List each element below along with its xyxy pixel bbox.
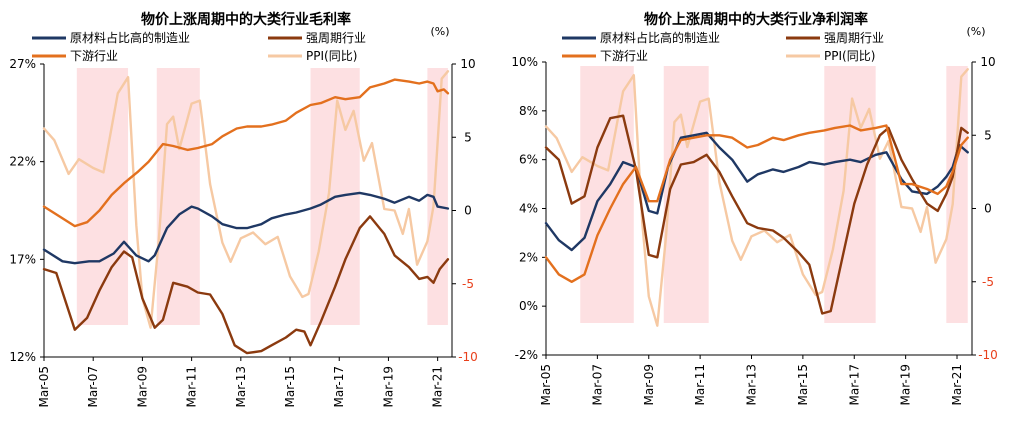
x-tick-label: Mar-17 bbox=[332, 366, 346, 407]
series-line bbox=[42, 70, 450, 329]
x-ticks: Mar-05 Mar-07 Mar-09 Mar-11 Mar-13 Mar-15 Mar-… bbox=[539, 355, 964, 405]
x-tick-label: Mar-05 bbox=[37, 366, 51, 407]
right-y-ticks: -10 -5 0 5 10 bbox=[452, 57, 478, 364]
left-y-tick-label: 6% bbox=[519, 153, 538, 167]
shaded-period bbox=[427, 68, 448, 325]
right-y-tick-label: -5 bbox=[462, 277, 474, 291]
left-y-tick-label: 12% bbox=[9, 350, 36, 364]
left-y-tick-label: 2% bbox=[519, 250, 538, 264]
left-y-ticks: -2% 0% 2% 4% 6% 8% 10% bbox=[511, 55, 546, 362]
right-y-tick-label: -10 bbox=[458, 350, 478, 364]
left-y-tick-label: 8% bbox=[519, 104, 538, 118]
x-tick-label: Mar-21 bbox=[431, 366, 445, 407]
series-line bbox=[544, 124, 969, 283]
right-y-tick-label: 10 bbox=[980, 55, 995, 69]
legend-label: 原材料占比高的制造业 bbox=[70, 30, 190, 45]
right-y-tick-label: -5 bbox=[982, 275, 994, 289]
x-tick-label: Mar-15 bbox=[283, 366, 297, 407]
shaded-period bbox=[76, 68, 129, 325]
left-y-tick-label: 27% bbox=[9, 57, 36, 71]
legend-label: PPI(同比) bbox=[824, 49, 875, 63]
series-line bbox=[544, 131, 969, 252]
right-y-tick-label: -10 bbox=[978, 348, 998, 362]
net-margin-chart-panel: 物价上涨周期中的大类行业净利润率 (%) 原材料占比高的制造业 强周期行业下游行业 PP… bbox=[511, 0, 1024, 420]
left-y-tick-label: 17% bbox=[9, 252, 36, 266]
x-tick-label: Mar-21 bbox=[950, 364, 964, 405]
right-y-tick-label: 0 bbox=[984, 202, 992, 216]
left-y-tick-label: 4% bbox=[519, 202, 538, 216]
series-line bbox=[544, 68, 969, 327]
x-tick-label: Mar-09 bbox=[135, 366, 149, 407]
series-lines bbox=[544, 68, 969, 327]
right-y-tick-label: 0 bbox=[464, 204, 472, 218]
series-line bbox=[42, 191, 450, 265]
right-y-ticks: -10 -5 0 5 10 bbox=[972, 55, 998, 362]
right-y-tick-label: 10 bbox=[460, 57, 475, 71]
shaded-period bbox=[663, 66, 709, 323]
legend-label: 原材料占比高的制造业 bbox=[600, 30, 720, 45]
gross-margin-chart-panel: 物价上涨周期中的大类行业毛利率 (%) 原材料占比高的制造业 强周期行业下游行业 PPI… bbox=[0, 0, 512, 420]
legend-label: 下游行业 bbox=[600, 49, 648, 63]
legend-label: 下游行业 bbox=[70, 49, 118, 63]
chart-title: 物价上涨周期中的大类行业毛利率 bbox=[141, 11, 351, 28]
left-y-tick-label: 10% bbox=[512, 55, 538, 69]
legend-label: 强周期行业 bbox=[306, 31, 366, 45]
x-tick-label: Mar-19 bbox=[381, 366, 395, 407]
x-tick-label: Mar-13 bbox=[234, 366, 248, 407]
left-y-tick-label: -2% bbox=[515, 348, 538, 362]
x-tick-label: Mar-11 bbox=[185, 366, 199, 407]
x-ticks: Mar-05 Mar-07 Mar-09 Mar-11 Mar-13 Mar-15 Mar-… bbox=[37, 357, 445, 407]
shaded-period bbox=[156, 68, 200, 325]
x-tick-label: Mar-05 bbox=[539, 364, 553, 405]
shaded-period bbox=[946, 66, 968, 323]
chart-title: 物价上涨周期中的大类行业净利润率 bbox=[644, 11, 868, 28]
series-line bbox=[42, 215, 450, 355]
shaded-period bbox=[824, 66, 876, 323]
x-tick-label: Mar-11 bbox=[693, 364, 707, 405]
right-axis-unit: (%) bbox=[430, 25, 449, 38]
series-line bbox=[42, 78, 450, 228]
right-axis-unit: (%) bbox=[966, 25, 985, 38]
legend-label: 强周期行业 bbox=[824, 31, 884, 45]
x-tick-label: Mar-15 bbox=[796, 364, 810, 405]
x-tick-label: Mar-09 bbox=[642, 364, 656, 405]
right-y-tick-label: 5 bbox=[464, 130, 472, 144]
right-y-tick-label: 5 bbox=[984, 128, 992, 142]
left-y-tick-label: 0% bbox=[519, 299, 538, 313]
legend-label: PPI(同比) bbox=[306, 49, 357, 63]
x-tick-label: Mar-17 bbox=[847, 364, 861, 405]
series-lines bbox=[42, 70, 450, 355]
shaded-periods bbox=[580, 66, 968, 323]
x-tick-label: Mar-07 bbox=[590, 364, 604, 405]
left-y-ticks: 12% 17% 22% 27% bbox=[9, 57, 44, 364]
x-tick-label: Mar-19 bbox=[899, 364, 913, 405]
left-y-tick-label: 22% bbox=[9, 155, 36, 169]
x-tick-label: Mar-07 bbox=[86, 366, 100, 407]
shaded-period bbox=[580, 66, 634, 323]
x-tick-label: Mar-13 bbox=[745, 364, 759, 405]
series-line bbox=[544, 114, 969, 315]
shaded-periods bbox=[76, 68, 448, 325]
